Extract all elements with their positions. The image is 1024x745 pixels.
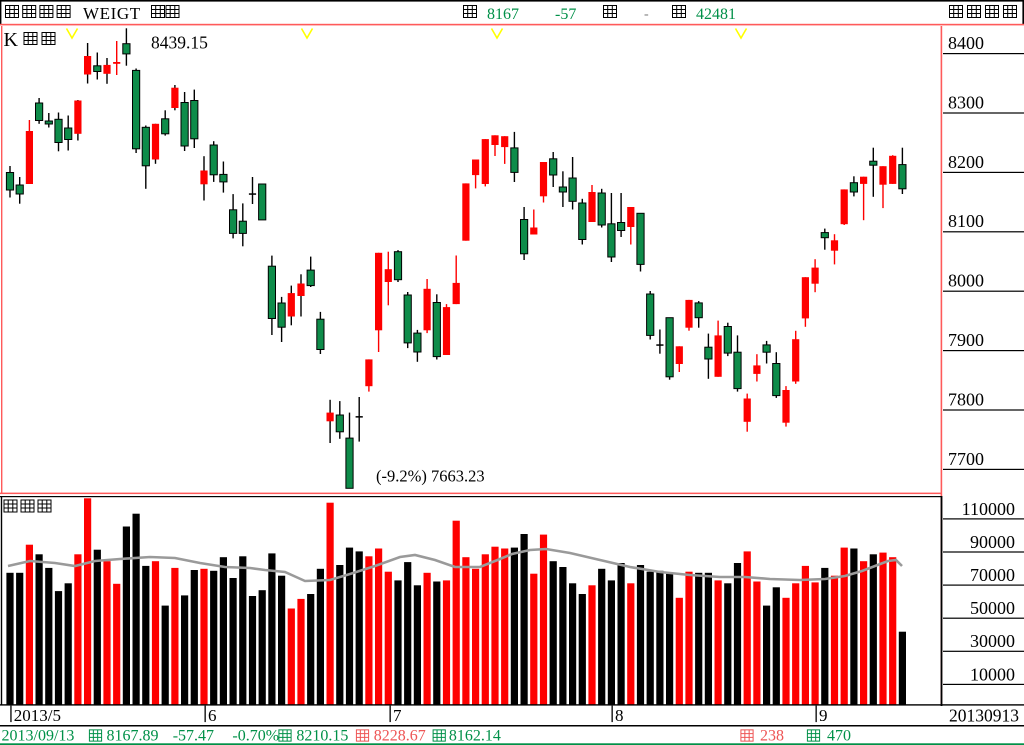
svg-text:8000: 8000 xyxy=(948,271,984,291)
svg-text:8228.67: 8228.67 xyxy=(374,728,426,745)
svg-text:8100: 8100 xyxy=(948,211,984,231)
svg-text:50000: 50000 xyxy=(970,598,1015,618)
svg-text:8167.89: 8167.89 xyxy=(107,728,159,745)
svg-text:7: 7 xyxy=(393,706,402,725)
svg-text:8439.15: 8439.15 xyxy=(151,33,208,53)
svg-text:8167: 8167 xyxy=(487,6,519,23)
svg-text:8: 8 xyxy=(615,706,624,725)
svg-text:K: K xyxy=(4,29,19,51)
svg-text:20130913: 20130913 xyxy=(949,706,1019,726)
svg-text:90000: 90000 xyxy=(970,532,1015,552)
svg-text:-: - xyxy=(644,7,649,22)
svg-text:2013/09/13: 2013/09/13 xyxy=(2,728,75,745)
svg-text:(-9.2%) 7663.23: (-9.2%) 7663.23 xyxy=(376,467,485,486)
svg-text:238: 238 xyxy=(760,728,784,745)
svg-text:6: 6 xyxy=(208,706,217,725)
svg-text:70000: 70000 xyxy=(970,565,1015,585)
svg-text:470: 470 xyxy=(827,728,851,745)
svg-text:-0.70%: -0.70% xyxy=(232,728,279,745)
svg-text:WEIGT: WEIGT xyxy=(83,4,141,23)
svg-text:7900: 7900 xyxy=(948,330,984,350)
svg-text:8200: 8200 xyxy=(948,152,984,172)
svg-text:42481: 42481 xyxy=(696,6,736,23)
svg-text:110000: 110000 xyxy=(962,499,1015,519)
svg-text:9: 9 xyxy=(819,706,828,725)
svg-text:10000: 10000 xyxy=(970,664,1015,684)
svg-text:8210.15: 8210.15 xyxy=(296,728,348,745)
svg-text:7700: 7700 xyxy=(948,449,984,469)
svg-text:-57.47: -57.47 xyxy=(173,728,214,745)
svg-text:-57: -57 xyxy=(555,6,576,23)
svg-text:8400: 8400 xyxy=(948,33,984,53)
svg-text:8162.14: 8162.14 xyxy=(449,728,501,745)
svg-text:7800: 7800 xyxy=(948,389,984,409)
svg-text:2013/5: 2013/5 xyxy=(14,706,61,725)
svg-text:8300: 8300 xyxy=(948,92,984,112)
svg-text:30000: 30000 xyxy=(970,631,1015,651)
